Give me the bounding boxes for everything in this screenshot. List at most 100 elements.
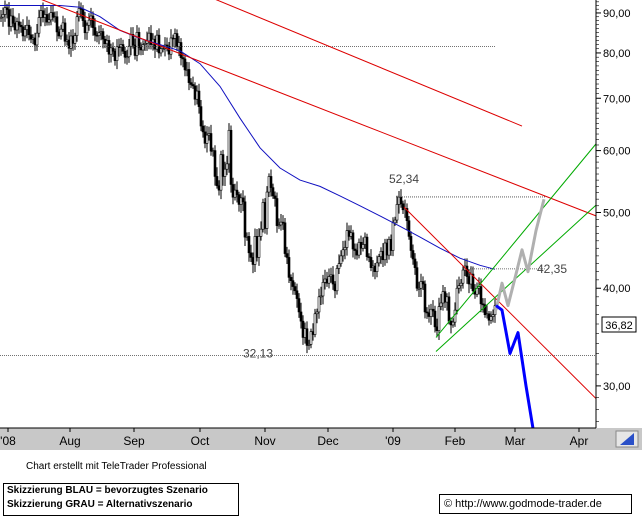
candle-body [193,85,197,100]
candle-body [357,241,361,256]
candle-body [439,302,443,307]
candle-body [99,31,103,34]
candle [451,318,455,328]
candle [191,76,195,89]
candle-body [209,133,213,152]
candle-body [17,21,21,26]
candle-body [121,44,125,52]
legend-gray-scenario: Skizzierung GRAU = Alternativszenario [7,499,193,510]
candle [0,10,3,22]
trend-lines [41,0,597,399]
candle-body [321,282,325,297]
candle-body [35,32,39,46]
candle [225,155,229,176]
candle-body [491,314,495,317]
candle [229,125,233,193]
candle-body [187,69,191,83]
candle-body [287,257,291,278]
candle-body [493,305,497,315]
candle [205,126,209,153]
candle-body [213,150,217,177]
y-tick-label: 40,00 [603,283,631,295]
candle-body [305,328,309,346]
candle-body [7,9,11,27]
candle-body [291,280,295,287]
y-tick-label: 30,00 [603,381,631,393]
candle [55,11,59,42]
scroll-widget[interactable] [615,430,639,448]
x-axis: '08 Aug Sep Oct Nov Dec '09 Feb Mar Apr [0,428,588,448]
candle [279,214,283,231]
candle-body [241,197,245,203]
candle-body [453,309,457,323]
candle-body [369,257,373,268]
candle-body [273,195,277,199]
price-annotation: 42,35 [537,262,567,276]
x-axis-panel [0,428,642,450]
candle [183,54,187,77]
candle [439,293,443,311]
candle-body [399,196,403,205]
x-tick-label: '08 [0,434,16,448]
candle-body [417,287,421,290]
candle [141,40,145,55]
candle [97,25,101,45]
x-tick-label: Apr [570,434,589,448]
candle [51,5,55,22]
chart-credit: Chart erstellt mit TeleTrader Profession… [26,461,207,472]
candle-body [335,268,339,292]
candle [93,18,97,42]
candle-body [127,45,131,58]
candle [423,280,427,319]
candle [313,308,317,338]
candle-body [451,321,455,326]
candle-body [231,184,235,198]
candle-body [289,277,293,281]
candle [85,22,89,40]
copyright-link[interactable]: © http://www.godmode-trader.de [439,494,632,514]
candle-body [471,273,475,292]
candle-body [489,316,493,321]
candle [137,27,141,55]
candle-body [77,8,81,18]
candle [491,309,495,323]
candle-body [95,34,99,37]
candle-body [97,32,101,36]
candle-body [447,296,451,322]
candle-body [271,187,275,197]
candle [37,9,41,38]
candle-body [165,44,169,47]
candle-body [319,295,323,298]
candle [257,228,261,266]
candle-body [393,219,397,224]
candle-body [37,17,41,34]
candle-body [331,274,335,285]
candle [101,28,105,49]
candle [437,297,441,341]
candle [63,18,67,46]
candle [393,216,397,226]
candle [241,190,245,212]
candle [337,254,341,274]
candle [309,328,313,349]
candle [307,339,311,350]
candle-body [375,262,379,272]
candle-body [351,232,355,250]
candle-body [143,43,147,45]
candle [319,286,323,306]
candle-body [237,194,241,205]
candle-body [19,24,23,28]
candle [221,149,225,186]
candle [59,24,63,40]
candle [259,221,263,241]
candle-body [345,230,349,248]
candle [277,218,281,230]
candle [289,274,293,291]
candle [457,276,461,294]
arrow-up-icon[interactable] [620,433,634,445]
candle-body [141,44,145,51]
candle [235,181,239,203]
candle [1,7,5,27]
plot-area [0,0,596,428]
